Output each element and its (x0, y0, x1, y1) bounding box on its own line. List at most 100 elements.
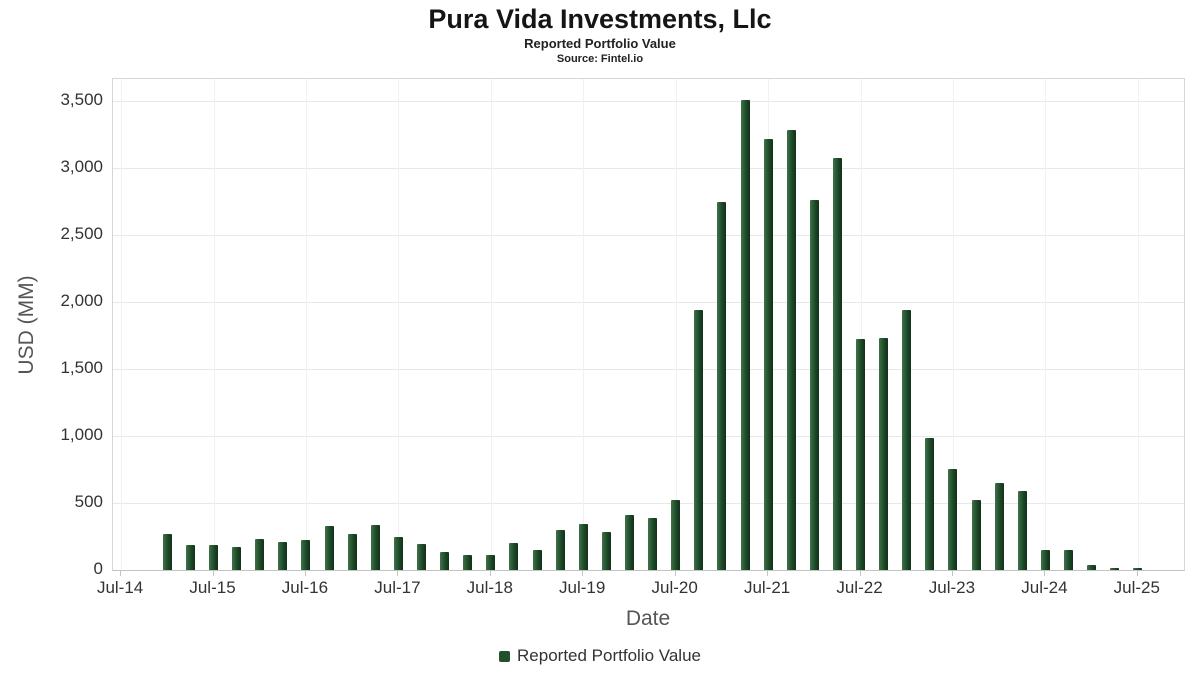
x-tick-mark (1044, 571, 1046, 576)
x-tick-mark (397, 571, 399, 576)
bar-Jun-24[interactable] (1040, 549, 1050, 570)
x-tick-label: Jul-25 (1113, 578, 1160, 597)
x-axis-labels: Jul-14 Jul-15 Jul-16 Jul-17 Jul-18 Jul-19 Jul-… (97, 571, 1185, 601)
x-axis-title: Date (625, 607, 671, 630)
bar-Mar-16[interactable] (278, 541, 288, 570)
horizontal-gridline (113, 368, 1184, 370)
horizontal-gridline (113, 502, 1184, 504)
vertical-gridline (305, 79, 307, 570)
bar-Dec-23[interactable] (994, 482, 1004, 570)
x-tick-label: Jul-24 (1021, 578, 1068, 597)
y-tick-label: 2,500 (60, 223, 103, 243)
vertical-gridline (675, 79, 677, 570)
vertical-gridline (398, 79, 400, 570)
bar-Dec-18[interactable] (532, 549, 542, 570)
bar-Sep-15[interactable] (232, 547, 242, 570)
bar-Mar-15[interactable] (185, 544, 195, 570)
x-tick-label: Jul-15 (189, 578, 236, 597)
horizontal-gridline (113, 435, 1184, 437)
x-tick-mark (767, 571, 769, 576)
bar-Mar-24[interactable] (1017, 490, 1027, 570)
vertical-gridline (213, 79, 215, 570)
bar-Mar-25[interactable] (1110, 568, 1120, 570)
bar-Dec-24[interactable] (1087, 565, 1097, 570)
bar-Mar-23[interactable] (925, 437, 935, 570)
x-tick-label: Jul-20 (651, 578, 698, 597)
y-tick-label: 2,000 (60, 290, 103, 310)
chart-source: Source: Fintel.io (556, 53, 644, 65)
horizontal-gridline (113, 234, 1184, 236)
y-tick-label: 0 (93, 559, 103, 578)
y-tick-label: 500 (74, 491, 103, 511)
legend[interactable]: Reported Portfolio Value (499, 646, 701, 666)
x-tick-mark (674, 571, 676, 576)
bar-Sep-21[interactable] (786, 130, 796, 570)
bar-Dec-17[interactable] (440, 551, 450, 570)
x-tick-label: Jul-22 (836, 578, 883, 597)
bar-Sep-18[interactable] (509, 543, 519, 570)
bar-Sep-16[interactable] (324, 525, 334, 570)
bar-Sep-23[interactable] (971, 499, 981, 570)
bar-Jun-20[interactable] (671, 500, 681, 570)
legend-label: Reported Portfolio Value (517, 646, 701, 665)
bar-Sep-17[interactable] (417, 543, 426, 570)
x-tick-label: Jul-18 (466, 578, 513, 597)
x-tick-label: Jul-21 (743, 578, 791, 597)
y-axis-labels: 0 500 1,000 1,500 2,000 2,500 3,000 3,500 (0, 78, 103, 579)
bar-Sep-19[interactable] (601, 531, 611, 570)
horizontal-gridline (113, 301, 1184, 303)
x-tick-mark (1136, 571, 1138, 576)
x-tick-label: Jul-16 (281, 578, 329, 597)
y-tick-label: 1,000 (60, 424, 103, 444)
bar-Jun-19[interactable] (578, 523, 588, 570)
bar-Dec-21[interactable] (809, 200, 819, 570)
x-tick-mark (489, 571, 491, 576)
bar-Dec-15[interactable] (255, 539, 265, 570)
vertical-gridline (490, 79, 492, 570)
bar-Mar-17[interactable] (370, 525, 380, 570)
bar-Dec-19[interactable] (624, 515, 634, 570)
bar-Jun-21[interactable] (763, 139, 773, 570)
x-tick-label: Jul-14 (96, 578, 144, 597)
bar-Dec-16[interactable] (347, 534, 357, 570)
x-tick-mark (120, 571, 122, 576)
bar-Sep-20[interactable] (694, 309, 704, 570)
chart-subtitle: Reported Portfolio Value (524, 36, 676, 51)
bar-Sep-22[interactable] (879, 337, 889, 570)
bar-Mar-19[interactable] (555, 529, 565, 570)
plot-area (112, 78, 1185, 571)
chart-title: Pura Vida Investments, Llc (428, 4, 772, 34)
bar-Dec-22[interactable] (902, 310, 912, 570)
legend-swatch-icon (499, 650, 511, 662)
x-tick-label: Jul-19 (559, 578, 606, 597)
x-tick-mark (859, 571, 861, 576)
bar-Sep-24[interactable] (1064, 549, 1073, 570)
vertical-gridline (583, 79, 585, 570)
bar-Mar-20[interactable] (648, 517, 657, 570)
x-tick-mark (951, 571, 953, 576)
horizontal-gridline (113, 167, 1184, 169)
horizontal-gridline (113, 100, 1184, 102)
vertical-gridline (121, 79, 123, 570)
vertical-gridline (1137, 79, 1139, 570)
bar-Dec-14[interactable] (162, 533, 172, 570)
y-tick-label: 1,500 (60, 357, 103, 377)
bar-Dec-20[interactable] (717, 201, 727, 570)
bar-Jun-18[interactable] (486, 555, 496, 570)
x-tick-label: Jul-23 (928, 578, 976, 597)
y-tick-label: 3,000 (60, 156, 103, 176)
bar-Jun-17[interactable] (393, 537, 403, 570)
bar-Mar-21[interactable] (740, 99, 750, 570)
x-tick-mark (304, 571, 306, 576)
bar-Mar-18[interactable] (463, 554, 473, 570)
vertical-gridline (952, 79, 954, 570)
bar-Jun-23[interactable] (948, 469, 958, 570)
bar-Jun-15[interactable] (209, 544, 218, 570)
x-tick-mark (212, 571, 214, 576)
vertical-gridline (1045, 79, 1047, 570)
bar-Jun-25[interactable] (1133, 568, 1143, 570)
vertical-gridline (860, 79, 862, 570)
bar-Jun-16[interactable] (301, 539, 311, 570)
bar-Mar-22[interactable] (832, 158, 842, 570)
bar-Jun-22[interactable] (856, 339, 865, 570)
